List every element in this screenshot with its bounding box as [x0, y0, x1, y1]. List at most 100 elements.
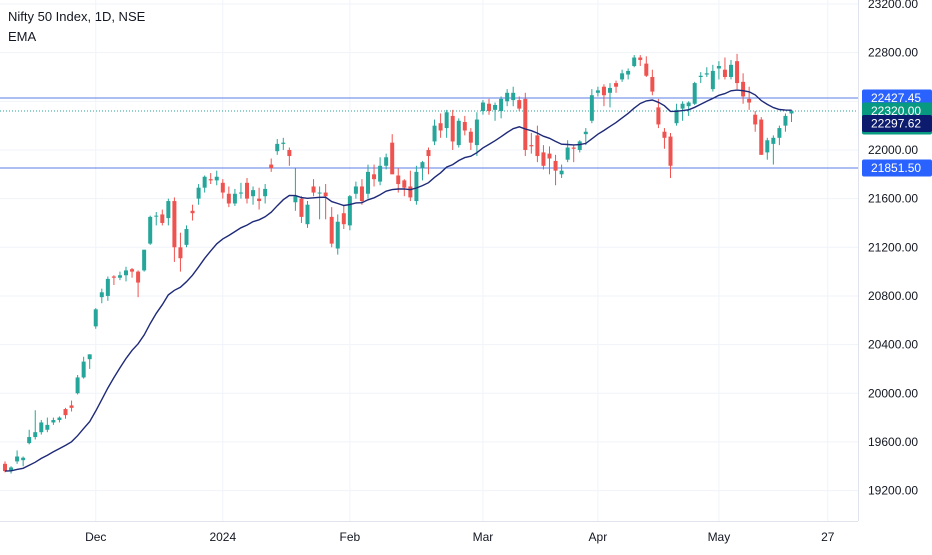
- candle-body: [196, 187, 201, 199]
- candle-body: [63, 409, 68, 416]
- candle-body: [517, 100, 522, 109]
- candle-body: [99, 292, 104, 298]
- candle-body: [650, 76, 655, 92]
- y-tick-label: 20800.00: [868, 289, 918, 303]
- candle-body: [148, 216, 153, 244]
- candle-body: [450, 115, 455, 142]
- candle-body: [480, 102, 485, 112]
- ema-line: [4, 89, 792, 472]
- candle-body: [541, 152, 546, 166]
- candle-body: [583, 131, 588, 135]
- candle-body: [408, 186, 413, 198]
- candle-body: [444, 112, 449, 129]
- candle-body: [741, 81, 746, 97]
- candle-body: [45, 424, 50, 430]
- candle-body: [620, 73, 625, 80]
- candle-body: [172, 201, 177, 248]
- y-tick-label: 23200.00: [868, 0, 918, 11]
- candle-body: [384, 157, 389, 166]
- candle-body: [759, 119, 764, 155]
- candle-body: [729, 64, 733, 77]
- candle-body: [783, 115, 788, 126]
- ema-tag: [862, 114, 932, 132]
- candle-body: [565, 147, 570, 160]
- candle-body: [111, 276, 116, 278]
- candle-body: [335, 221, 340, 249]
- resistance-tag-text: 22427.45: [871, 91, 921, 105]
- candle-body: [680, 103, 685, 109]
- candle-body: [644, 63, 649, 76]
- candle-body: [232, 193, 237, 204]
- candle-body: [269, 164, 274, 169]
- y-tick-label: 19600.00: [868, 435, 918, 449]
- candle-body: [293, 196, 298, 203]
- candle-body: [438, 123, 443, 131]
- candle-body: [257, 198, 262, 202]
- candle-body: [378, 165, 383, 182]
- candle-body: [420, 162, 425, 169]
- candle-body: [765, 140, 770, 153]
- candle-body: [3, 463, 7, 472]
- candle-body: [21, 457, 26, 461]
- candle-body: [317, 192, 322, 194]
- candle-body: [117, 275, 122, 278]
- x-tick-label: Mar: [473, 530, 494, 544]
- y-tick-label: 21600.00: [868, 192, 918, 206]
- candle-body: [87, 354, 92, 360]
- candle-body: [535, 135, 540, 157]
- candle-body: [311, 186, 316, 193]
- candle-body: [69, 405, 74, 408]
- candle-body: [81, 361, 86, 378]
- candle-body: [668, 136, 673, 166]
- candle-body: [559, 170, 564, 175]
- candle-body: [27, 437, 32, 444]
- chart-title: Nifty 50 Index, 1D, NSE: [8, 9, 146, 24]
- candle-body: [93, 309, 98, 327]
- candle-body: [595, 90, 600, 93]
- x-tick-label: 27: [821, 530, 835, 544]
- candle-body: [511, 92, 516, 101]
- x-tick-label: May: [708, 530, 731, 544]
- x-tick-label: Feb: [340, 530, 361, 544]
- candle-body: [57, 417, 62, 421]
- ema-tag-text: 22297.62: [871, 116, 921, 130]
- candle-body: [468, 131, 473, 143]
- candle-body: [154, 215, 159, 217]
- candle-body: [9, 467, 14, 472]
- candle-body: [130, 269, 135, 272]
- ema-polyline: [4, 89, 792, 472]
- candle-body: [571, 147, 576, 149]
- candle-body: [251, 190, 256, 197]
- candle-body: [614, 83, 619, 87]
- candle-body: [105, 278, 110, 296]
- candle-body: [753, 114, 758, 125]
- y-tick-label: 20400.00: [868, 338, 918, 352]
- candle-body: [432, 125, 437, 142]
- candle-body: [547, 153, 552, 159]
- candle-body: [124, 270, 128, 276]
- candle-body: [202, 176, 207, 188]
- y-tick-label: 21200.00: [868, 240, 918, 254]
- candle-body: [499, 98, 504, 112]
- indicator-label: EMA: [8, 29, 37, 44]
- candle-body: [462, 121, 467, 131]
- candle-body: [601, 86, 606, 96]
- candle-body: [662, 131, 667, 138]
- candle-body: [553, 160, 558, 171]
- candle-body: [789, 111, 794, 114]
- grid: [0, 0, 858, 521]
- candle-body: [396, 175, 401, 185]
- candle-body: [323, 192, 328, 197]
- candle-body: [577, 141, 582, 150]
- candle-body: [190, 210, 195, 214]
- candle-body: [208, 179, 213, 181]
- last-price-tag-text: 22320.00: [871, 104, 921, 118]
- y-tick-label: 19200.00: [868, 484, 918, 498]
- candle-body: [747, 98, 752, 103]
- candle-body: [426, 149, 431, 157]
- candle-body: [142, 249, 147, 271]
- candle-body: [178, 247, 183, 259]
